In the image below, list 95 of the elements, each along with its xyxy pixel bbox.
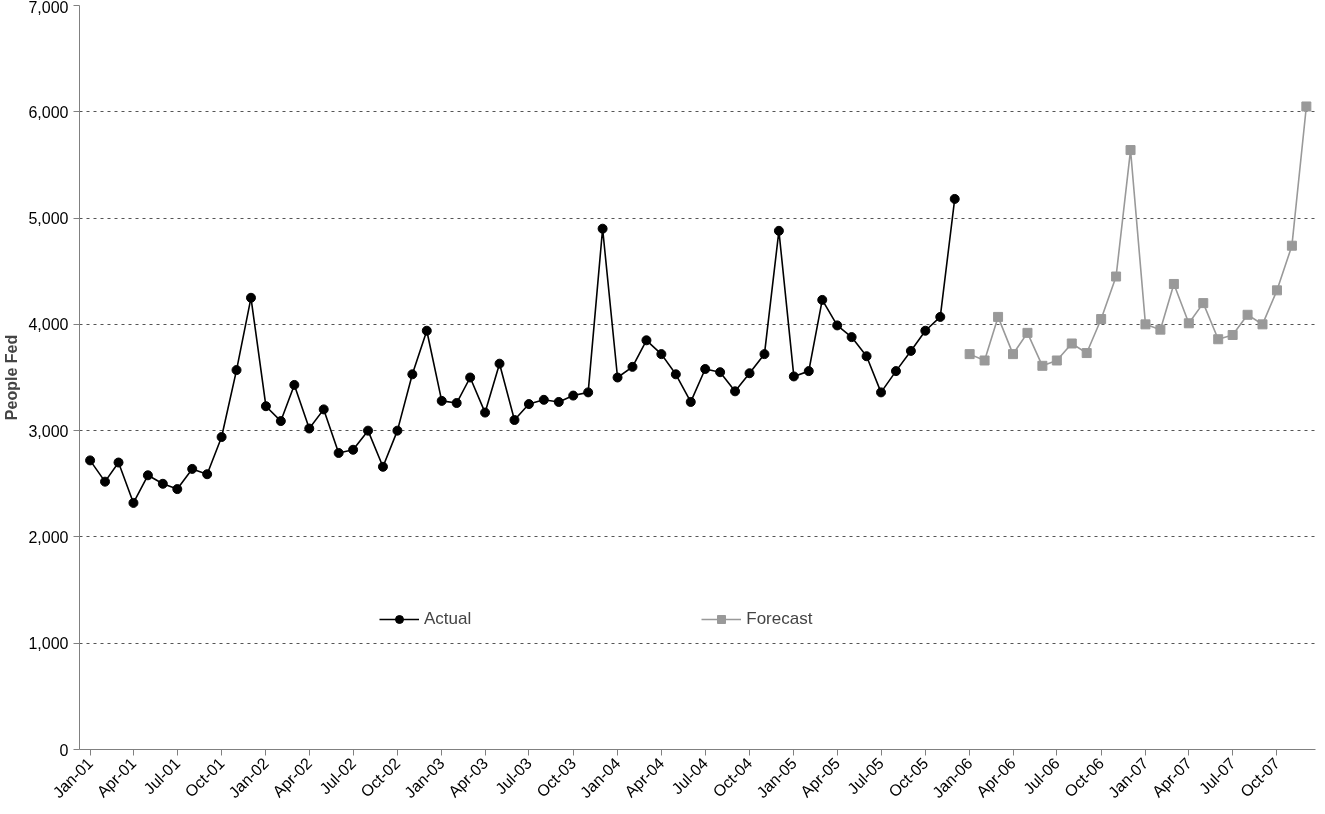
point xyxy=(231,365,242,376)
point xyxy=(1155,324,1166,335)
point xyxy=(142,470,153,481)
point xyxy=(421,325,432,336)
point xyxy=(1008,349,1018,360)
point xyxy=(1227,329,1238,340)
point xyxy=(275,416,286,427)
point xyxy=(700,364,711,374)
point xyxy=(759,349,770,360)
point xyxy=(304,423,315,434)
point xyxy=(670,369,681,380)
point xyxy=(832,320,843,331)
point xyxy=(333,447,344,458)
point xyxy=(1271,285,1282,296)
point xyxy=(583,387,594,398)
point xyxy=(715,367,726,378)
point xyxy=(597,223,608,234)
point xyxy=(436,395,447,406)
point xyxy=(1140,319,1151,330)
point xyxy=(817,294,828,305)
y-axis-title: People Fed xyxy=(3,334,21,421)
point xyxy=(861,351,872,362)
point xyxy=(788,371,799,382)
point xyxy=(128,497,139,508)
point xyxy=(1183,318,1194,329)
point xyxy=(245,292,256,303)
point xyxy=(1286,240,1297,251)
point xyxy=(1301,101,1312,112)
point xyxy=(1198,298,1209,309)
point xyxy=(1066,338,1077,349)
point xyxy=(494,358,505,369)
point xyxy=(744,368,755,379)
point xyxy=(553,396,564,407)
point xyxy=(905,345,916,356)
point xyxy=(318,404,329,415)
point xyxy=(612,372,623,383)
point xyxy=(773,225,784,236)
point xyxy=(1096,314,1107,325)
point xyxy=(451,398,462,408)
point xyxy=(172,484,183,495)
point xyxy=(949,193,960,204)
point xyxy=(348,444,359,455)
point xyxy=(202,469,213,480)
point xyxy=(1051,355,1062,366)
point xyxy=(876,387,887,398)
y-tick-label: 0 xyxy=(59,741,69,759)
point xyxy=(1213,334,1224,345)
point xyxy=(187,463,198,474)
y-tick-label: 1,000 xyxy=(28,635,69,653)
point xyxy=(100,476,111,487)
legend-label: Forecast xyxy=(746,609,813,629)
point xyxy=(1168,278,1179,289)
y-tick-label: 3,000 xyxy=(28,422,69,440)
y-tick-label: 4,000 xyxy=(28,316,69,334)
point xyxy=(568,390,579,401)
point xyxy=(1037,360,1048,371)
y-tick-label: 5,000 xyxy=(28,210,69,228)
point xyxy=(1022,327,1033,338)
point xyxy=(1081,348,1092,359)
point xyxy=(289,379,300,390)
y-tick-label: 2,000 xyxy=(28,528,69,546)
point xyxy=(964,349,975,360)
point xyxy=(1111,271,1122,282)
point xyxy=(993,311,1004,322)
point xyxy=(641,335,652,346)
y-tick-label: 7,000 xyxy=(28,0,69,16)
point xyxy=(113,457,124,468)
point xyxy=(363,425,374,436)
point xyxy=(846,332,857,343)
point xyxy=(260,401,271,412)
point xyxy=(935,311,946,322)
point xyxy=(1125,145,1136,156)
point xyxy=(979,355,990,366)
point xyxy=(627,361,638,372)
legend-label: Actual xyxy=(424,609,472,629)
point xyxy=(920,325,931,336)
point xyxy=(85,455,96,466)
point xyxy=(392,425,403,436)
point xyxy=(656,349,667,360)
point xyxy=(523,399,534,410)
point xyxy=(890,366,901,377)
point xyxy=(377,461,388,472)
point xyxy=(465,372,476,383)
point xyxy=(157,478,168,489)
point xyxy=(1257,319,1268,330)
y-tick-label: 6,000 xyxy=(28,103,69,121)
point xyxy=(509,415,520,426)
point xyxy=(730,386,741,397)
point xyxy=(685,396,696,407)
point xyxy=(407,369,418,380)
point xyxy=(538,394,549,405)
point xyxy=(1242,309,1253,320)
point xyxy=(480,407,491,418)
point xyxy=(216,432,227,443)
point xyxy=(803,366,814,377)
